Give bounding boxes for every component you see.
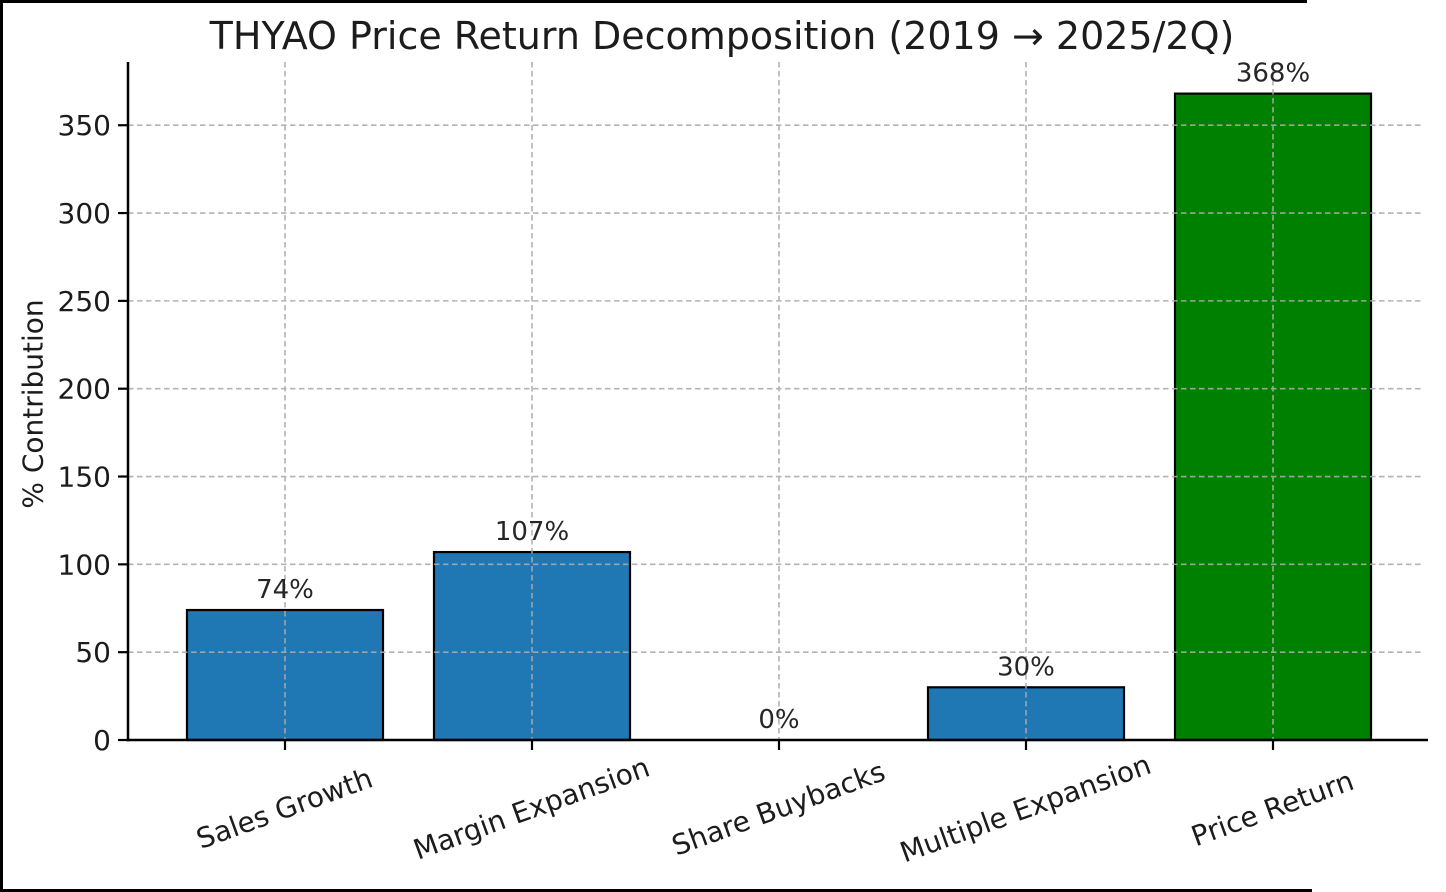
- bar-value-label-price-return: 368%: [1236, 59, 1310, 89]
- x-tick-label-margin-expansion: Margin Expansion: [409, 751, 654, 867]
- y-tick-label-300: 300: [58, 197, 111, 230]
- bar-margin-expansion: [432, 550, 632, 742]
- y-axis-label: % Contribution: [16, 299, 50, 509]
- bar-value-label-share-buybacks: 0%: [758, 705, 799, 735]
- frame-border-bottom: [0, 889, 1312, 892]
- x-tick-label-sales-growth: Sales Growth: [192, 761, 377, 855]
- x-axis-ticks: Sales Growth Margin Expansion Share Buybac…: [192, 740, 1358, 869]
- y-tick-label-50: 50: [75, 636, 111, 669]
- frame-border-top: [0, 0, 1307, 3]
- y-tick-label-200: 200: [58, 373, 111, 406]
- y-tick-label-350: 350: [58, 109, 111, 142]
- y-tick-label-150: 150: [58, 461, 111, 494]
- x-tick-label-price-return: Price Return: [1187, 764, 1358, 853]
- bar-value-label-sales-growth: 74%: [256, 575, 314, 605]
- gridlines: [128, 62, 1422, 740]
- x-tick-label-multiple-expansion: Multiple Expansion: [896, 748, 1156, 869]
- bar-value-labels: 74% 107% 0% 30% 368%: [256, 59, 1310, 735]
- chart-title: THYAO Price Return Decomposition (2019 →…: [209, 14, 1235, 58]
- y-tick-label-100: 100: [58, 548, 111, 581]
- y-axis-ticks: 0 50 100 150 200 250 300 350: [58, 109, 128, 757]
- x-tick-label-share-buybacks: Share Buybacks: [667, 755, 889, 863]
- bar-value-label-multiple-expansion: 30%: [997, 652, 1055, 682]
- y-tick-label-250: 250: [58, 285, 111, 318]
- frame-border-left: [0, 0, 3, 892]
- y-tick-label-0: 0: [93, 724, 111, 757]
- bar-value-label-margin-expansion: 107%: [495, 517, 569, 547]
